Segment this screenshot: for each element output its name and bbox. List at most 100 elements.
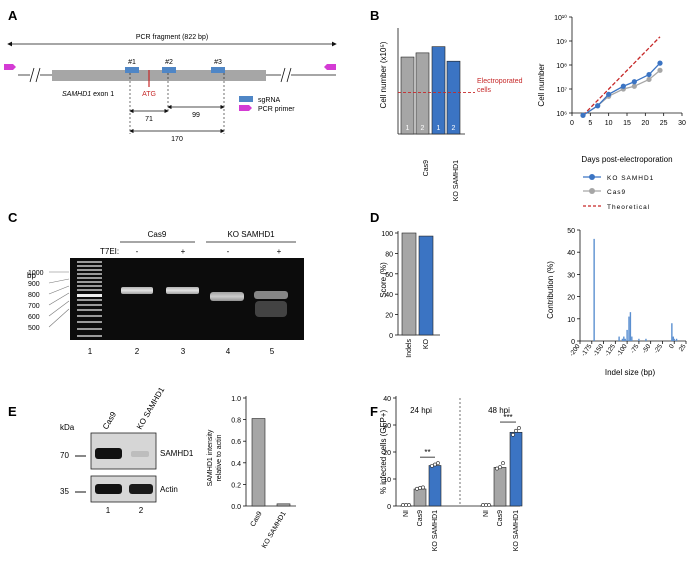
- gel-group-ko: KO SAMHD1: [227, 230, 275, 239]
- gel-mw-label: 1000: [28, 270, 44, 277]
- b2-xtick-label: 25: [660, 120, 668, 127]
- f-point: [436, 461, 440, 466]
- b2-point: [646, 76, 652, 83]
- b-xcat-cas9: Cas9: [423, 160, 430, 176]
- gel-sign-3: -: [227, 247, 230, 256]
- d2-xtick-label: 0: [668, 343, 676, 350]
- gel-ladder-band: [77, 315, 102, 317]
- b-line-legend: KO SAMHD1 Cas9 Theoretical: [583, 174, 653, 211]
- f-point: [487, 503, 491, 507]
- b2-point: [631, 83, 637, 89]
- gel-sign-4: +: [277, 247, 282, 256]
- b-bar-ylabel: Cell number (x10⁵): [379, 41, 388, 108]
- break-mark-right: [280, 67, 292, 83]
- e-bar: [251, 418, 266, 507]
- gel-mw-label: 800: [28, 292, 40, 299]
- bp-label: bp: [27, 271, 36, 280]
- f-ytick-label: 40: [383, 396, 391, 403]
- gel-mw-label: 600: [28, 314, 40, 321]
- sgrna-site-2: [162, 67, 176, 73]
- f-ytick-label: 20: [383, 450, 391, 457]
- b2-xtick-label: 5: [588, 120, 592, 127]
- gel-mw-label: 500: [28, 325, 40, 332]
- gel-ladder-band: [77, 294, 102, 297]
- f-point: [511, 432, 515, 437]
- wb-lane-number-1: 1: [106, 506, 111, 515]
- d1-ytick-label: 0: [389, 333, 393, 340]
- b2-ytick-label: 10⁷: [557, 87, 568, 94]
- e-xcat-cas9: Cas9: [249, 510, 263, 528]
- electroporated-label: Electroporated cells: [477, 78, 523, 94]
- b-line-ylabel: Cell number: [537, 63, 546, 106]
- d1-bar: [401, 232, 417, 336]
- f-sig-label: **: [424, 448, 430, 457]
- gel-mw-connector: [48, 308, 70, 328]
- d-contrib-xlabel: Indel size (bp): [605, 368, 656, 377]
- b2-point: [620, 83, 626, 89]
- site-label-1: #1: [128, 59, 136, 66]
- site-label-3: #3: [214, 59, 222, 66]
- b2-point: [646, 71, 652, 78]
- gel-lane-numbers: 1 2 3 4 5: [88, 347, 275, 356]
- f-ylabel: % infected cells (GFP+): [379, 410, 388, 495]
- f-point: [495, 466, 499, 471]
- e-bar: [276, 503, 291, 507]
- e-ytick-label: 1.0: [231, 396, 241, 403]
- b1-bar-inner-label: 1: [406, 125, 410, 132]
- gel-ladder-band: [77, 273, 102, 275]
- e-ytick-label: 0.2: [231, 482, 241, 489]
- sgrna-site-1: [125, 67, 139, 73]
- wb-actin-band-lane1: [95, 484, 122, 494]
- e-intensity-axes: 0.0 0.2 0.4 0.6 0.8 1.0: [231, 396, 296, 511]
- b2-point: [657, 60, 663, 66]
- d2-bar: [626, 329, 628, 341]
- d1-ytick-label: 60: [385, 272, 393, 279]
- d1-bar: [418, 235, 434, 336]
- d1-xtick-label: Indels: [406, 339, 413, 358]
- gel-mw-label: 700: [28, 303, 40, 310]
- mw-35: 35: [60, 487, 69, 496]
- f-time-24: 24 hpi: [410, 406, 432, 415]
- cut-site-guides: [129, 73, 225, 134]
- wb-actin-band-lane2: [129, 484, 153, 494]
- panel-e-letter: E: [8, 404, 17, 419]
- gel-band-lane3: [166, 287, 199, 294]
- site-label-2: #2: [165, 59, 173, 66]
- d2-xtick-label: -150: [592, 343, 605, 358]
- d2-bar: [618, 336, 620, 341]
- panel-f-letter: F: [370, 404, 378, 419]
- gel-ladder-band: [77, 281, 102, 283]
- e-ytick-label: 0.4: [231, 461, 241, 468]
- b2-xtick-label: 15: [623, 120, 631, 127]
- gel-ladder-band: [77, 261, 102, 263]
- b2-point: [580, 112, 586, 118]
- gel-group-cas9: Cas9: [148, 230, 167, 239]
- b2-xtick-label: 10: [605, 120, 613, 127]
- distance-99-label: 99: [192, 112, 200, 119]
- gel-ladder-band: [77, 265, 102, 267]
- d-contrib-marks: [593, 238, 678, 341]
- f-xcat-label: KO SAMHD1: [513, 510, 520, 551]
- gel-ladder-band: [77, 309, 102, 311]
- f-point: [407, 503, 411, 507]
- d-score-marks: Indels KO: [401, 232, 434, 358]
- legend-cas9: Cas9: [607, 189, 626, 196]
- exon-label: SAMHD1 exon 1: [62, 91, 114, 98]
- d2-xtick-label: -50: [641, 343, 652, 355]
- legend-primer-label: PCR primer: [258, 106, 295, 113]
- gel-band-lane5-upper: [254, 291, 288, 299]
- f-bar: [428, 465, 442, 507]
- f-ytick-label: 30: [383, 423, 391, 430]
- gel-sample-bands: [121, 287, 288, 317]
- d2-xtick-label: -100: [616, 343, 629, 358]
- wb-samhd1-band-lane1: [95, 448, 122, 459]
- b-line-axes: 10⁶ 10⁷ 10⁸ 10⁹ 10¹⁰ 0 5 10 15 20 25 30: [554, 14, 686, 127]
- d2-bar: [621, 338, 624, 341]
- gel-band-lane2: [121, 287, 153, 294]
- break-mark-left: [29, 67, 41, 83]
- e-intensity-marks: [251, 418, 291, 507]
- d2-ytick-label: 10: [567, 317, 575, 324]
- d2-bar: [671, 323, 673, 341]
- d2-ytick-label: 20: [567, 295, 575, 302]
- gel-ladder-band: [77, 335, 102, 337]
